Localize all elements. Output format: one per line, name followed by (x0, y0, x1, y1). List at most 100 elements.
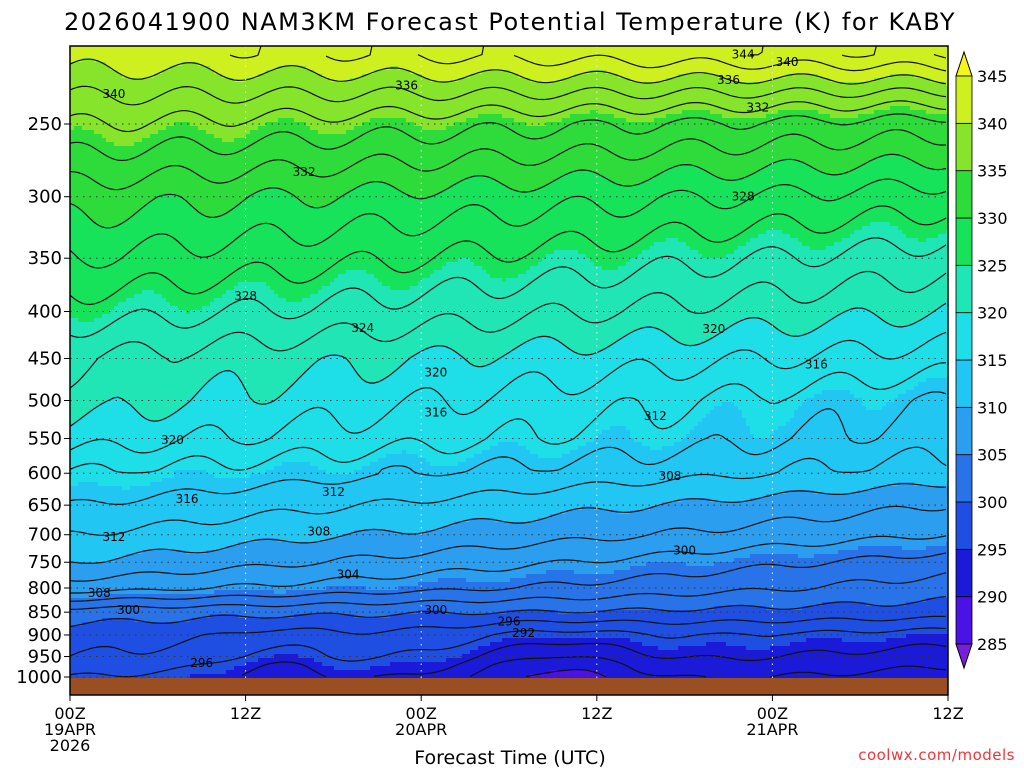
field-cell (86, 662, 90, 666)
field-cell (78, 402, 82, 406)
field-cell (86, 62, 90, 66)
field-cell (82, 298, 86, 302)
field-cell (94, 666, 98, 670)
field-cell (82, 146, 86, 150)
field-cell (90, 494, 94, 498)
field-cell (78, 534, 82, 538)
field-cell (98, 446, 102, 450)
field-cell (86, 542, 90, 546)
field-cell (98, 170, 102, 174)
field-cell (90, 602, 94, 606)
field-cell (78, 66, 82, 70)
field-cell (74, 518, 78, 522)
field-cell (74, 458, 78, 462)
field-cell (78, 90, 82, 94)
field-cell (86, 186, 90, 190)
field-cell (90, 286, 94, 290)
field-cell (98, 386, 102, 390)
field-cell (98, 290, 102, 294)
field-cell (74, 310, 78, 314)
field-cell (74, 674, 78, 678)
field-cell (94, 298, 98, 302)
field-cell (86, 650, 90, 654)
field-cell (74, 366, 78, 370)
field-cell (90, 66, 94, 70)
field-cell (82, 62, 86, 66)
field-cell (98, 214, 102, 218)
field-cell (82, 578, 86, 582)
field-cell (86, 434, 90, 438)
field-cell (90, 106, 94, 110)
field-cell (86, 518, 90, 522)
field-cell (98, 366, 102, 370)
field-cell (94, 170, 98, 174)
field-cell (98, 242, 102, 246)
field-cell (82, 494, 86, 498)
field-cell (94, 250, 98, 254)
field-cell (94, 70, 98, 74)
field-cell (82, 158, 86, 162)
field-cell (82, 506, 86, 510)
field-cell (90, 522, 94, 526)
field-cell (98, 154, 102, 158)
field-cell (82, 138, 86, 142)
field-cell (86, 130, 90, 134)
field-cell (98, 442, 102, 446)
field-cell (78, 578, 82, 582)
field-cell (78, 138, 82, 142)
field-cell (78, 154, 82, 158)
field-cell (94, 78, 98, 82)
field-cell (74, 434, 78, 438)
field-cell (90, 458, 94, 462)
field-cell (86, 494, 90, 498)
field-cell (78, 610, 82, 614)
field-cell (94, 558, 98, 562)
field-cell (82, 130, 86, 134)
field-cell (90, 630, 94, 634)
field-cell (94, 226, 98, 230)
field-cell (94, 242, 98, 246)
field-cell (74, 362, 78, 366)
field-cell (94, 658, 98, 662)
field-cell (74, 218, 78, 222)
field-cell (94, 110, 98, 114)
field-cell (86, 466, 90, 470)
field-cell (82, 266, 86, 270)
field-cell (94, 426, 98, 430)
field-cell (94, 370, 98, 374)
field-cell (82, 410, 86, 414)
field-cell (82, 662, 86, 666)
field-cell (74, 494, 78, 498)
field-cell (82, 326, 86, 330)
field-cell (86, 210, 90, 214)
field-cell (74, 430, 78, 434)
field-cell (98, 250, 102, 254)
field-cell (86, 98, 90, 102)
field-cell (78, 470, 82, 474)
field-cell (94, 382, 98, 386)
field-cell (94, 214, 98, 218)
field-cell (90, 282, 94, 286)
field-cell (94, 422, 98, 426)
field-cell (98, 342, 102, 346)
field-cell (74, 210, 78, 214)
field-cell (78, 426, 82, 430)
field-cell (90, 426, 94, 430)
field-cell (82, 290, 86, 294)
field-cell (86, 194, 90, 198)
field-cell (90, 474, 94, 478)
field-cell (90, 206, 94, 210)
field-cell (90, 234, 94, 238)
field-cell (86, 454, 90, 458)
field-cell (82, 614, 86, 618)
field-cell (94, 62, 98, 66)
field-cell (82, 402, 86, 406)
field-cell (74, 658, 78, 662)
field-cell (94, 134, 98, 138)
field-cell (98, 206, 102, 210)
field-cell (90, 182, 94, 186)
field-cell (78, 638, 82, 642)
field-cell (98, 74, 102, 78)
field-cell (74, 394, 78, 398)
field-cell (82, 166, 86, 170)
